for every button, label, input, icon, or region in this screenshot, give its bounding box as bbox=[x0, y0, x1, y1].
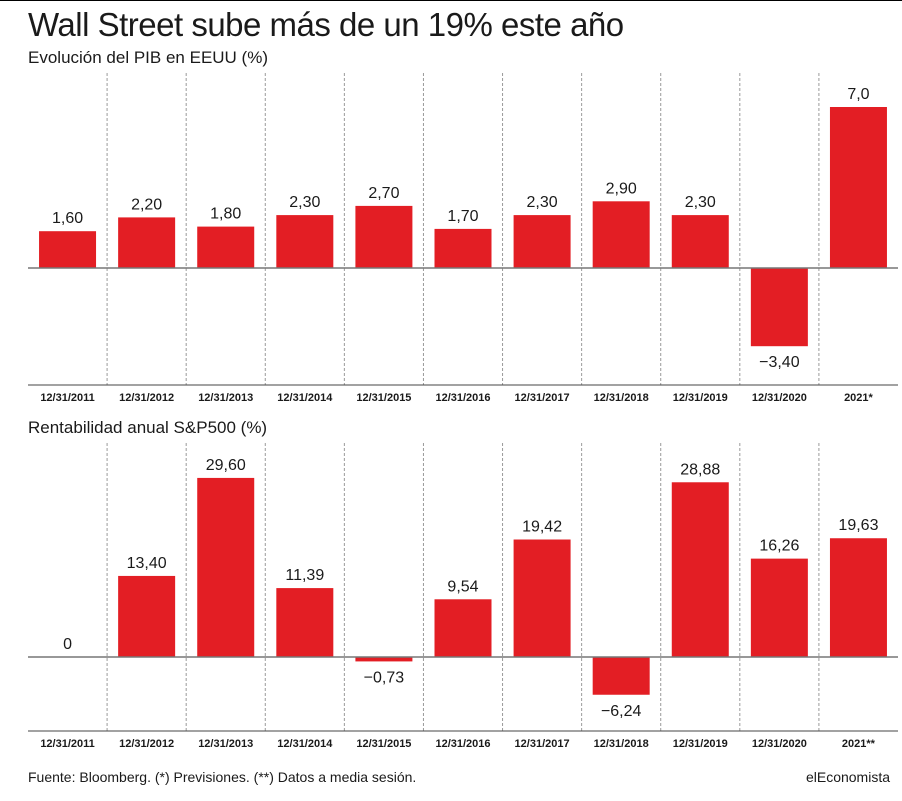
sp500-category-label-4: 12/31/2014 bbox=[277, 738, 333, 750]
sp500-category-label-10: 12/31/2020 bbox=[752, 738, 807, 750]
sp500-category-label-9: 12/31/2019 bbox=[673, 738, 728, 750]
gdp-category-label-1: 12/31/2011 bbox=[40, 392, 94, 404]
gdp-value-label-10: −3,40 bbox=[759, 354, 800, 371]
sp500-category-label-8: 12/31/2018 bbox=[594, 738, 649, 750]
top-rule bbox=[0, 0, 902, 1]
brand-logo-text: elEconomista bbox=[805, 769, 890, 785]
gdp-bar-2 bbox=[118, 217, 176, 268]
gdp-bar-11 bbox=[829, 107, 887, 268]
gdp-bar-10 bbox=[750, 268, 808, 347]
gdp-category-label-6: 12/31/2016 bbox=[435, 392, 490, 404]
gdp-category-label-7: 12/31/2017 bbox=[515, 392, 570, 404]
gdp-value-label-2: 2,20 bbox=[131, 196, 162, 213]
gdp-value-label-8: 2,90 bbox=[606, 180, 637, 197]
sp500-bar-8 bbox=[592, 657, 650, 695]
sp500-category-label-2: 12/31/2012 bbox=[119, 738, 174, 750]
sp500-bar-11 bbox=[829, 538, 887, 657]
gdp-value-label-7: 2,30 bbox=[527, 194, 558, 211]
sp500-category-label-11: 2021** bbox=[842, 738, 876, 750]
sp500-value-label-3: 29,60 bbox=[206, 457, 246, 474]
sp500-category-label-6: 12/31/2016 bbox=[435, 738, 490, 750]
gdp-bar-5 bbox=[355, 205, 413, 268]
gdp-value-label-5: 2,70 bbox=[368, 185, 399, 202]
gdp-category-label-5: 12/31/2015 bbox=[356, 392, 411, 404]
gdp-value-label-1: 1,60 bbox=[52, 210, 83, 227]
gdp-chart-title: Evolución del PIB en EEUU (%) bbox=[28, 48, 268, 67]
sp500-bar-10 bbox=[750, 558, 808, 657]
sp500-chart-title: Rentabilidad anual S&P500 (%) bbox=[28, 418, 268, 437]
gdp-category-label-11: 2021* bbox=[844, 392, 873, 404]
gdp-bar-6 bbox=[434, 228, 492, 268]
sp500-value-label-4: 11,39 bbox=[285, 567, 324, 584]
page-title: Wall Street sube más de un 19% este año bbox=[28, 6, 624, 43]
gdp-category-label-9: 12/31/2019 bbox=[673, 392, 728, 404]
sp500-value-label-1: 0 bbox=[63, 636, 72, 653]
sp500-bar-5 bbox=[355, 657, 413, 662]
gdp-bar-1 bbox=[39, 231, 97, 268]
sp500-value-label-8: −6,24 bbox=[601, 703, 642, 720]
gdp-value-label-9: 2,30 bbox=[685, 194, 716, 211]
sp500-value-label-7: 19,42 bbox=[522, 519, 562, 536]
sp500-bar-3 bbox=[197, 477, 255, 657]
sp500-category-label-5: 12/31/2015 bbox=[356, 738, 411, 750]
gdp-bar-4 bbox=[276, 215, 334, 268]
sp500-value-label-2: 13,40 bbox=[127, 555, 167, 572]
gdp-category-label-8: 12/31/2018 bbox=[594, 392, 649, 404]
sp500-bar-7 bbox=[513, 539, 571, 657]
sp500-value-label-6: 9,54 bbox=[447, 578, 478, 595]
sp500-category-label-3: 12/31/2013 bbox=[198, 738, 253, 750]
sp500-value-label-5: −0,73 bbox=[364, 669, 405, 686]
sp500-value-label-10: 16,26 bbox=[759, 538, 799, 555]
sp500-value-label-9: 28,88 bbox=[680, 461, 720, 478]
gdp-value-label-4: 2,30 bbox=[289, 194, 320, 211]
sp500-bar-2 bbox=[118, 575, 176, 657]
sp500-category-label-7: 12/31/2017 bbox=[515, 738, 570, 750]
sp500-category-label-1: 12/31/2011 bbox=[40, 738, 94, 750]
sp500-value-label-11: 19,63 bbox=[838, 517, 878, 534]
gdp-value-label-3: 1,80 bbox=[210, 206, 241, 223]
gdp-category-label-10: 12/31/2020 bbox=[752, 392, 807, 404]
gdp-bar-3 bbox=[197, 226, 255, 268]
gdp-bar-9 bbox=[671, 215, 729, 268]
gdp-category-label-2: 12/31/2012 bbox=[119, 392, 174, 404]
sp500-bar-6 bbox=[434, 599, 492, 657]
gdp-category-label-4: 12/31/2014 bbox=[277, 392, 333, 404]
gdp-bar-7 bbox=[513, 215, 571, 268]
gdp-bar-chart: 1,60 12/31/2011 2,20 12/31/2012 1,80 12/31/20… bbox=[28, 73, 898, 404]
sp500-bar-9 bbox=[671, 482, 729, 657]
sp500-bar-4 bbox=[276, 588, 334, 657]
gdp-category-label-3: 12/31/2013 bbox=[198, 392, 253, 404]
gdp-bar-8 bbox=[592, 201, 650, 268]
gdp-value-label-6: 1,70 bbox=[447, 208, 478, 225]
gdp-value-label-11: 7,0 bbox=[847, 86, 869, 103]
source-note: Fuente: Bloomberg. (*) Previsiones. (**)… bbox=[28, 769, 417, 785]
